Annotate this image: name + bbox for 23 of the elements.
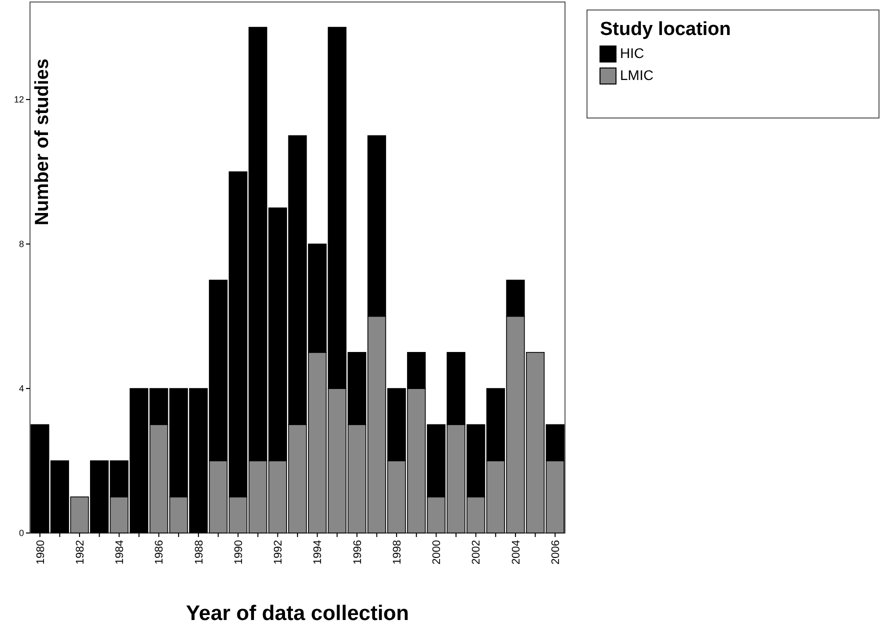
- y-axis-title: Number of studies: [32, 58, 53, 226]
- y-tick-label: 12: [14, 94, 24, 104]
- x-tick-label: 1994: [312, 540, 324, 564]
- x-tick-label: 1996: [352, 540, 364, 564]
- x-axis-title: Year of data collection: [186, 602, 409, 625]
- y-tick-label: 0: [18, 528, 24, 538]
- x-tick-label: 1990: [232, 540, 245, 564]
- legend-label: LMIC: [620, 67, 654, 83]
- x-tick-label: 2006: [550, 540, 562, 564]
- x-tick-label: 2000: [431, 540, 444, 564]
- x-tick-label: 1988: [193, 540, 206, 564]
- y-tick-label: 4: [18, 383, 24, 394]
- x-tick-label: 2004: [510, 540, 522, 564]
- legend-label: HIC: [620, 45, 644, 61]
- x-tick-label: 1982: [74, 540, 86, 564]
- y-tick-label: 8: [18, 238, 24, 249]
- x-tick-label: 1984: [114, 540, 126, 564]
- x-tick-label: 2002: [470, 540, 483, 564]
- x-tick-label: 1980: [34, 540, 47, 564]
- x-tick-label: 1992: [272, 540, 285, 564]
- x-tick-label: 1998: [391, 540, 404, 564]
- legend-title: Study location: [600, 19, 731, 40]
- x-tick-label: 1986: [154, 540, 166, 564]
